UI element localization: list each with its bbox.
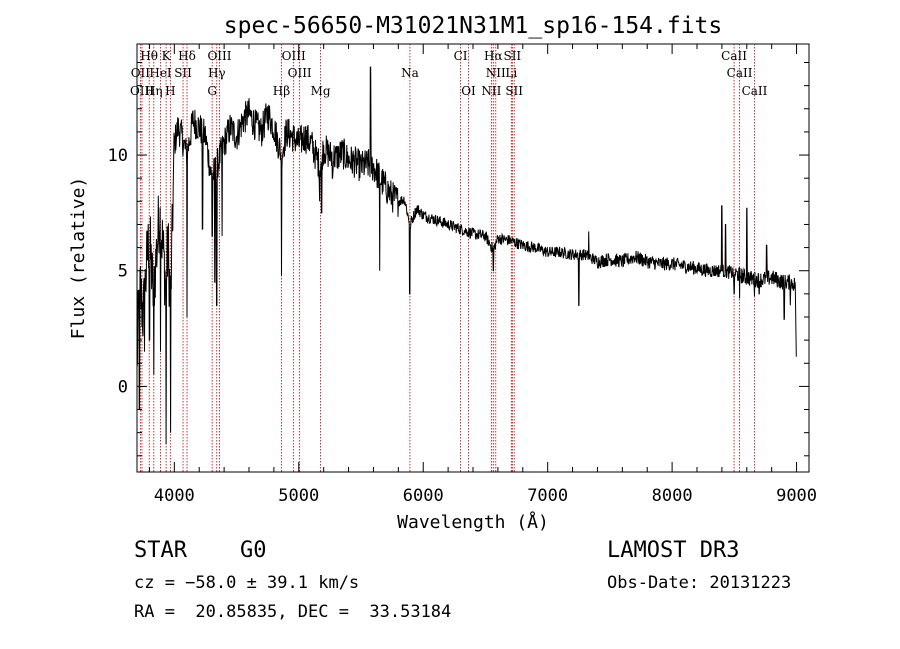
marker-label: OI bbox=[461, 84, 476, 98]
spectrum-line bbox=[136, 66, 797, 445]
spectrum-chart: spec-56650-M31021N31M1_sp16-154.fits Hθ K… bbox=[68, 13, 817, 533]
marker-label: CaII bbox=[721, 49, 747, 63]
marker-label: NII bbox=[481, 84, 501, 98]
y-tick-label: 0 bbox=[118, 377, 128, 397]
x-tick-label: 5000 bbox=[278, 486, 319, 506]
y-tick-label: 10 bbox=[108, 146, 128, 166]
marker-label: HeI bbox=[149, 66, 172, 80]
object-class: STAR G0 bbox=[134, 538, 267, 563]
marker-label: CaII bbox=[742, 84, 768, 98]
chart-title: spec-56650-M31021N31M1_sp16-154.fits bbox=[224, 13, 723, 39]
marker-label: SII bbox=[503, 49, 521, 63]
marker-label: SII bbox=[505, 84, 523, 98]
marker-label: K bbox=[162, 49, 172, 63]
x-tick-label: 8000 bbox=[652, 486, 693, 506]
survey-name: LAMOST DR3 bbox=[607, 538, 740, 563]
marker-label: Hδ bbox=[178, 49, 196, 63]
marker-label: CI bbox=[454, 49, 468, 63]
marker-label: Na bbox=[401, 66, 419, 80]
marker-label: Mg bbox=[311, 84, 331, 98]
x-tick-label: 9000 bbox=[776, 486, 817, 506]
marker-label: OIII bbox=[282, 49, 306, 63]
marker-label: Hβ bbox=[273, 84, 290, 98]
marker-label: Hα bbox=[484, 49, 503, 63]
x-tick-label: 4000 bbox=[154, 486, 195, 506]
x-tick-label: 6000 bbox=[403, 486, 444, 506]
marker-label: Hγ bbox=[208, 66, 226, 80]
marker-label: OII bbox=[131, 66, 151, 80]
observation-date: Obs-Date: 20131223 bbox=[607, 573, 792, 593]
redshift-cz: cz = −58.0 ± 39.1 km/s bbox=[134, 573, 360, 593]
marker-label: Li bbox=[505, 66, 517, 80]
marker-label: OIII bbox=[207, 49, 231, 63]
x-tick-label: 7000 bbox=[527, 486, 568, 506]
x-axis-label: Wavelength (Å) bbox=[397, 511, 549, 533]
axes: 4000 5000 6000 7000 8000 9000 0 5 10 bbox=[108, 44, 817, 506]
marker-label: Hθ bbox=[140, 49, 158, 63]
marker-label: NII bbox=[486, 66, 506, 80]
y-axis-label: Flux (relative) bbox=[68, 177, 89, 340]
plot-frame bbox=[136, 43, 810, 473]
y-tick-label: 5 bbox=[118, 262, 128, 282]
marker-label: SII bbox=[174, 66, 192, 80]
marker-label: Hη bbox=[145, 84, 163, 98]
marker-label: OIII bbox=[130, 84, 154, 98]
marker-label: CaII bbox=[727, 66, 753, 80]
coordinates: RA = 20.85835, DEC = 33.53184 bbox=[134, 602, 452, 622]
line-markers bbox=[139, 44, 755, 472]
marker-label: OIII bbox=[288, 66, 312, 80]
marker-label: G bbox=[207, 84, 217, 98]
marker-label: H bbox=[165, 84, 175, 98]
